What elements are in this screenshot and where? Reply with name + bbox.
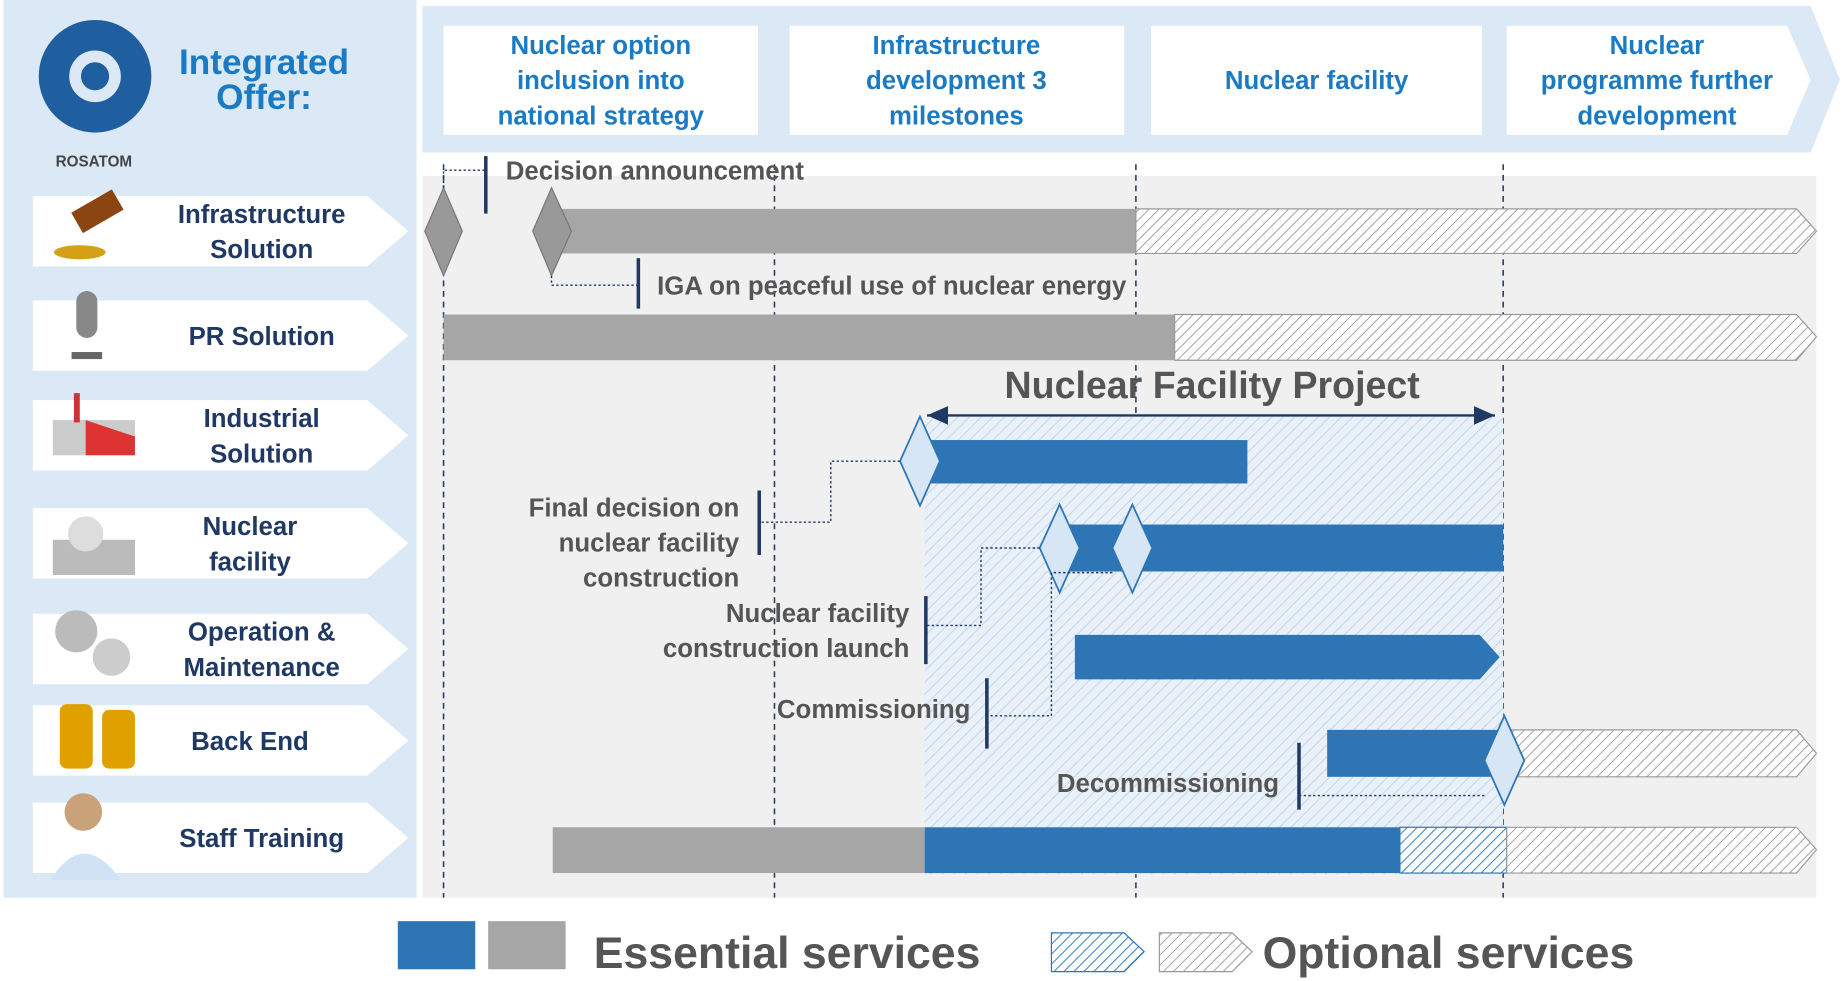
milestone-label: Final decision on: [529, 494, 740, 522]
row-label: Solution: [210, 236, 313, 264]
row-label: Operation &: [188, 619, 336, 647]
phase-label: Nuclear option: [511, 32, 692, 60]
phase-label: Nuclear facility: [1225, 67, 1409, 95]
phase-label: inclusion into: [517, 67, 685, 95]
milestone-label: Decommissioning: [1057, 770, 1279, 798]
row-label: Nuclear: [203, 513, 298, 541]
logo-text: ROSATOM: [56, 154, 133, 171]
milestone-label: nuclear facility: [559, 530, 740, 558]
phase-label: development 3: [866, 67, 1047, 95]
row-label: Staff Training: [179, 825, 344, 853]
milestone-label: construction: [583, 565, 739, 593]
phase-label: milestones: [889, 102, 1024, 130]
milestone-label: Commissioning: [777, 696, 971, 724]
row-label: PR Solution: [189, 323, 335, 351]
milestone-label: IGA on peaceful use of nuclear energy: [657, 273, 1127, 301]
phase-label: programme further: [1541, 67, 1773, 95]
row-label: Infrastructure: [178, 201, 346, 229]
project-label: Nuclear Facility Project: [1005, 364, 1421, 406]
milestone-label: construction launch: [663, 635, 910, 663]
row-label: Industrial: [204, 405, 320, 433]
phase-label: Nuclear: [1610, 32, 1705, 60]
row-label: Back End: [191, 728, 309, 756]
milestone-label: Decision announcement: [506, 158, 805, 186]
phase-label: Infrastructure: [872, 32, 1040, 60]
legend-label: Essential services: [594, 929, 981, 978]
row-label: Solution: [210, 440, 313, 468]
diagram: IntegratedOffer: ROSATOM Nuclear option inc…: [0, 0, 1847, 981]
page: {"header": {"title": ["Integrated", "Off…: [0, 0, 1847, 981]
phase-label: national strategy: [498, 102, 705, 130]
header-title: Offer:: [216, 78, 312, 117]
header-title: Integrated: [179, 43, 349, 82]
row-label: facility: [209, 548, 291, 576]
row-label: Maintenance: [184, 654, 340, 682]
milestone-label: Nuclear facility: [726, 600, 910, 628]
phase-label: development: [1577, 102, 1737, 130]
legend-label: Optional services: [1263, 929, 1635, 978]
